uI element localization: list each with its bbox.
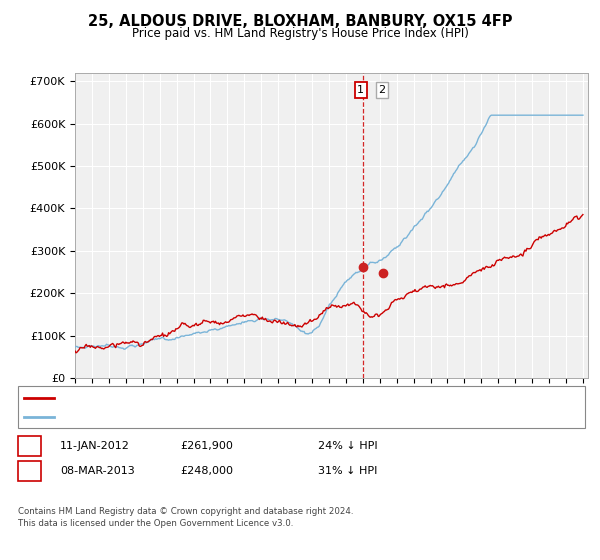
Text: 2: 2	[26, 464, 33, 478]
Text: 25, ALDOUS DRIVE, BLOXHAM, BANBURY, OX15 4FP: 25, ALDOUS DRIVE, BLOXHAM, BANBURY, OX15…	[88, 14, 512, 29]
Text: 11-JAN-2012: 11-JAN-2012	[60, 441, 130, 451]
Text: Contains HM Land Registry data © Crown copyright and database right 2024.
This d: Contains HM Land Registry data © Crown c…	[18, 507, 353, 528]
Text: 08-MAR-2013: 08-MAR-2013	[60, 466, 135, 476]
Text: 2: 2	[379, 85, 386, 95]
Text: £248,000: £248,000	[180, 466, 233, 476]
Text: 24% ↓ HPI: 24% ↓ HPI	[318, 441, 377, 451]
Text: HPI: Average price, detached house, Cherwell: HPI: Average price, detached house, Cher…	[60, 412, 288, 422]
Text: 1: 1	[26, 440, 33, 453]
Text: 31% ↓ HPI: 31% ↓ HPI	[318, 466, 377, 476]
Text: 1: 1	[357, 85, 364, 95]
Text: 25, ALDOUS DRIVE, BLOXHAM, BANBURY, OX15 4FP (detached house): 25, ALDOUS DRIVE, BLOXHAM, BANBURY, OX15…	[60, 393, 409, 403]
Text: £261,900: £261,900	[180, 441, 233, 451]
Text: Price paid vs. HM Land Registry's House Price Index (HPI): Price paid vs. HM Land Registry's House …	[131, 27, 469, 40]
